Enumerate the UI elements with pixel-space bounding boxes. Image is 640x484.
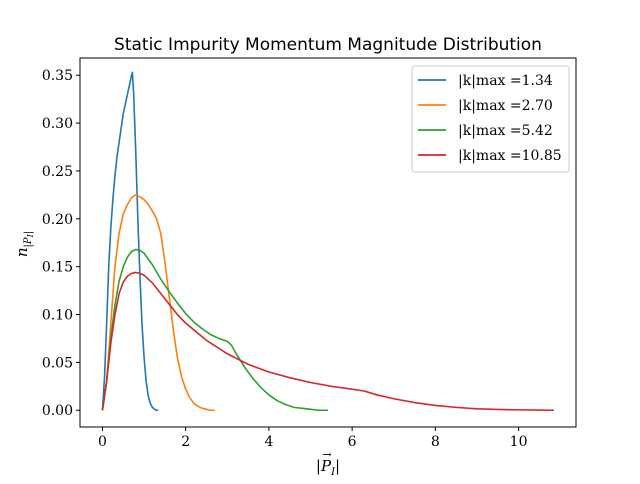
y-tick-label-5: 0.25 [42, 164, 73, 180]
y-axis-label: n|PI| [13, 231, 35, 257]
legend-label-2: |k|max =2.70 [458, 98, 553, 114]
x-axis-label: |PI| → [316, 448, 340, 478]
x-axis-label-arrow: → [322, 448, 331, 461]
series-line-1 [101, 71, 159, 412]
series-line-2 [101, 194, 215, 412]
chart-title: Static Impurity Momentum Magnitude Distr… [114, 35, 542, 55]
legend-label-1: |k|max =1.34 [458, 73, 553, 89]
y-tick-label-4: 0.20 [42, 212, 73, 228]
y-tick-label-0: 0.00 [42, 403, 73, 419]
y-tick-label-7: 0.35 [42, 68, 73, 84]
x-tick-label-0: 0 [98, 434, 107, 450]
legend-label-3: |k|max =5.42 [458, 123, 553, 139]
legend-label-4: |k|max =10.85 [458, 148, 562, 164]
series-line-4 [101, 271, 554, 412]
x-axis-label-text: |PI| [316, 457, 340, 478]
plot-area: 0 2 4 6 8 10 0.00 0.05 0.10 0.15 0.20 0.25 0.30 0.35 [42, 57, 577, 450]
x-tick-label-2: 2 [181, 434, 190, 450]
series-line-3 [101, 248, 328, 412]
y-tick-label-6: 0.30 [42, 116, 73, 132]
y-tick-label-1: 0.05 [42, 355, 73, 371]
x-tick-label-10: 10 [510, 434, 528, 450]
y-tick-label-3: 0.15 [42, 260, 73, 276]
x-tick-label-4: 4 [264, 434, 273, 450]
x-tick-label-6: 6 [348, 434, 357, 450]
legend-box [411, 65, 570, 173]
y-tick-label-2: 0.10 [42, 308, 73, 324]
x-tick-label-8: 8 [431, 434, 440, 450]
y-axis-label-text: n|PI| [13, 231, 35, 257]
plot-frame [79, 57, 577, 428]
legend: |k|max =1.34 |k|max =2.70 |k|max =5.42 |k|m… [411, 65, 570, 173]
